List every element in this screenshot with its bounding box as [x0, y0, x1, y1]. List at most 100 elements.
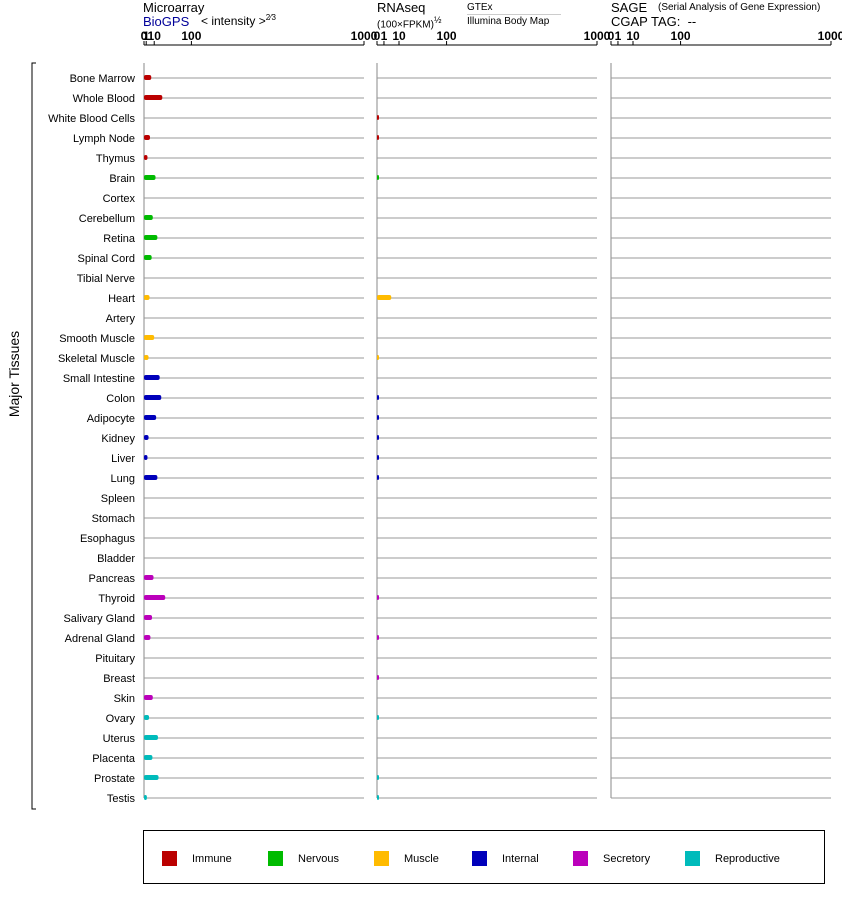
microarray-bar[interactable]: [144, 155, 148, 160]
rnaseq-bar[interactable]: [377, 395, 379, 400]
cgap-tag-value: --: [687, 14, 697, 29]
tissue-label: Pituitary: [95, 653, 135, 665]
rnaseq-unit: (100×FPKM)½: [377, 15, 441, 30]
tissue-label: Lymph Node: [73, 133, 135, 145]
microarray-bar[interactable]: [144, 635, 151, 640]
rnaseq-bar[interactable]: [377, 115, 379, 120]
tissue-label: Stomach: [92, 513, 135, 525]
tissue-label: Tibial Nerve: [77, 273, 135, 285]
rnaseq-bar[interactable]: [377, 175, 379, 180]
tissue-label: Adipocyte: [87, 413, 135, 425]
rnaseq-bar[interactable]: [377, 475, 379, 480]
legend-swatch: [374, 851, 389, 866]
legend-label: Nervous: [298, 852, 339, 865]
rnaseq-bar[interactable]: [377, 135, 379, 140]
microarray-bar[interactable]: [144, 215, 153, 220]
microarray-bar[interactable]: [144, 575, 154, 580]
rnaseq-bar[interactable]: [377, 635, 379, 640]
rnaseq-source-gtex[interactable]: GTEx: [467, 2, 493, 13]
legend-item-internal: Internal: [472, 851, 539, 866]
microarray-bar[interactable]: [144, 595, 166, 600]
rnaseq-bar[interactable]: [377, 415, 379, 420]
tissue-label: Spleen: [101, 493, 135, 505]
tissue-label: Skeletal Muscle: [58, 353, 135, 365]
rnaseq-bar[interactable]: [377, 595, 379, 600]
rnaseq-bar[interactable]: [377, 295, 392, 300]
microarray-bar[interactable]: [144, 355, 149, 360]
microarray-tick-label: 0: [141, 29, 148, 43]
rnaseq-unit-text: (100×FPKM): [377, 19, 434, 31]
sage-tick-label: 1: [615, 29, 622, 43]
tissue-label: Testis: [107, 793, 136, 805]
microarray-tick-label: 1000: [351, 29, 378, 43]
microarray-bar[interactable]: [144, 395, 162, 400]
tissue-label: Bladder: [97, 553, 135, 565]
microarray-bar[interactable]: [144, 135, 150, 140]
microarray-bar[interactable]: [144, 255, 152, 260]
microarray-source[interactable]: BioGPS: [143, 14, 190, 29]
microarray-bar[interactable]: [144, 435, 149, 440]
rnaseq-panel: 0 1 10 100 1000: [374, 29, 611, 800]
microarray-bar[interactable]: [144, 235, 158, 240]
microarray-title: Microarray: [143, 0, 205, 15]
rnaseq-bar[interactable]: [377, 435, 379, 440]
microarray-bar[interactable]: [144, 455, 148, 460]
legend-label: Muscle: [404, 852, 439, 865]
microarray-bar[interactable]: [144, 75, 152, 80]
rnaseq-source-bodymap[interactable]: Illumina Body Map: [467, 16, 550, 27]
rnaseq-tick-label: 1: [381, 29, 388, 43]
rnaseq-bar[interactable]: [377, 795, 379, 800]
tissue-label: Colon: [106, 393, 135, 405]
tissue-label: Ovary: [106, 713, 136, 725]
microarray-tick-label: 100: [181, 29, 201, 43]
microarray-bar[interactable]: [144, 695, 153, 700]
rnaseq-bar[interactable]: [377, 675, 379, 680]
microarray-bar[interactable]: [144, 755, 153, 760]
rnaseq-unit-exponent: ½: [433, 15, 442, 25]
tissue-label: Cortex: [103, 193, 136, 205]
legend-item-immune: Immune: [162, 851, 232, 866]
legend-swatch: [685, 851, 700, 866]
microarray-bar[interactable]: [144, 735, 158, 740]
legend-label: Internal: [502, 852, 539, 865]
rnaseq-bar[interactable]: [377, 775, 379, 780]
tissue-label: Brain: [109, 173, 135, 185]
tissue-label: Cerebellum: [79, 213, 135, 225]
microarray-bar[interactable]: [144, 715, 150, 720]
legend-item-muscle: Muscle: [374, 851, 439, 866]
sage-subtitle: (Serial Analysis of Gene Expression): [658, 2, 821, 13]
microarray-bar[interactable]: [144, 795, 147, 800]
microarray-bar[interactable]: [144, 95, 163, 100]
microarray-bar[interactable]: [144, 615, 153, 620]
tissue-label: Artery: [106, 313, 136, 325]
microarray-bar[interactable]: [144, 775, 159, 780]
legend-label: Secretory: [603, 852, 651, 865]
sage-tick-label: 0: [608, 29, 615, 43]
microarray-bar[interactable]: [144, 175, 156, 180]
tissue-label: Esophagus: [80, 533, 136, 545]
microarray-bar[interactable]: [144, 335, 155, 340]
rnaseq-tick-label: 100: [437, 29, 457, 43]
rnaseq-tick-label: 0: [374, 29, 381, 43]
legend-swatch: [573, 851, 588, 866]
microarray-bar[interactable]: [144, 375, 160, 380]
tissue-bracket: [31, 62, 36, 810]
microarray-bar[interactable]: [144, 295, 150, 300]
legend-label: Immune: [192, 852, 232, 865]
legend-swatch: [268, 851, 283, 866]
microarray-bar[interactable]: [144, 415, 157, 420]
rnaseq-bar[interactable]: [377, 715, 379, 720]
tissue-label: Skin: [114, 693, 135, 705]
cgap-tag-label: CGAP TAG:: [611, 14, 681, 29]
microarray-tick-label: 1: [143, 29, 150, 43]
microarray-bar[interactable]: [144, 475, 158, 480]
legend-item-nervous: Nervous: [268, 851, 339, 866]
rnaseq-bar[interactable]: [377, 455, 379, 460]
rnaseq-bar[interactable]: [377, 355, 379, 360]
rnaseq-tick-label: 10: [392, 29, 406, 43]
tissue-label: Prostate: [94, 773, 135, 785]
legend-label: Reproductive: [715, 852, 780, 865]
